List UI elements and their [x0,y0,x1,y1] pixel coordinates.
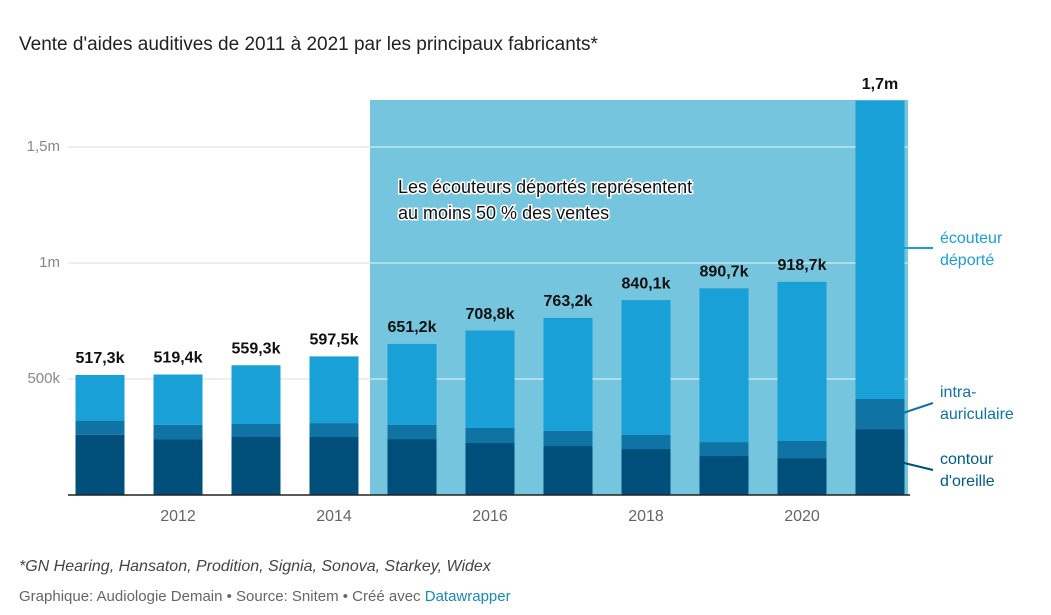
bar-segment [465,330,515,428]
bar-segment [309,356,359,424]
note: *GN Hearing, Hansaton, Prodition, Signia… [19,558,491,575]
y-tick-label: 1m [39,254,60,271]
bar-segment [309,437,359,495]
bar-segment [75,434,125,495]
source: Graphique: Audiologie Demain • Source: S… [19,588,511,605]
bar-segment [777,440,827,459]
value-label: 651,2k [388,319,437,336]
bar-segment [855,100,905,399]
value-label: 840,1k [622,275,671,292]
bar-segment [855,429,905,495]
bar-segment [699,442,749,457]
bar-segment [543,430,593,447]
bar-segment [387,424,437,440]
y-tick-label: 500k [27,370,60,387]
x-tick-label: 2014 [316,508,352,525]
bar-segment [153,424,203,440]
bar-segment [75,420,125,435]
bar-segment [855,398,905,430]
bar-segment [621,449,671,495]
x-tick-label: 2016 [472,508,508,525]
legend-label: intra-auriculaire [940,384,1014,423]
bar-segment [777,458,827,495]
annotation: au moins 50 % des ventes [398,203,609,223]
value-label: 708,8k [466,306,515,323]
bar-segment [231,365,281,425]
value-label: 1,7m [862,76,898,93]
bar-segment [153,374,203,425]
bar-segment [153,439,203,495]
x-tick-label: 2020 [784,508,820,525]
bar-segment [465,427,515,444]
bar-segment [621,300,671,435]
annotation: Les écouteurs déportés représentent [398,177,692,197]
value-label: 763,2k [544,293,593,310]
source-text: Graphique: Audiologie Demain • Source: S… [19,588,421,605]
value-label: 559,3k [232,340,281,357]
y-tick-label: 1,5m [27,138,60,155]
bar-segment [621,434,671,450]
bar-segment [465,443,515,495]
chart-title: Vente d'aides auditives de 2011 à 2021 p… [19,34,599,55]
legend-label: contour d'oreille [940,451,995,490]
bar-segment [231,437,281,495]
value-label: 890,7k [700,264,749,281]
value-label: 597,5k [310,332,359,349]
value-label: 519,4k [154,350,203,367]
source-link[interactable]: Datawrapper [424,588,511,605]
value-label: 918,7k [778,257,827,274]
bar-segment [777,281,827,441]
value-label: 517,3k [76,350,125,367]
legend-leader [899,402,934,415]
bar-segment [543,317,593,431]
bar-segment [231,424,281,437]
bar-segment [387,439,437,495]
bar-segment [309,423,359,437]
bar-segment [699,288,749,443]
legend-label: écouteur déporté [940,230,1003,269]
bar-segment [543,446,593,495]
legend-leader [899,461,934,471]
x-tick-label: 2018 [628,508,664,525]
x-tick-label: 2012 [160,508,196,525]
bar-segment [387,343,437,425]
bar-segment [75,374,125,421]
bar-segment [699,456,749,495]
